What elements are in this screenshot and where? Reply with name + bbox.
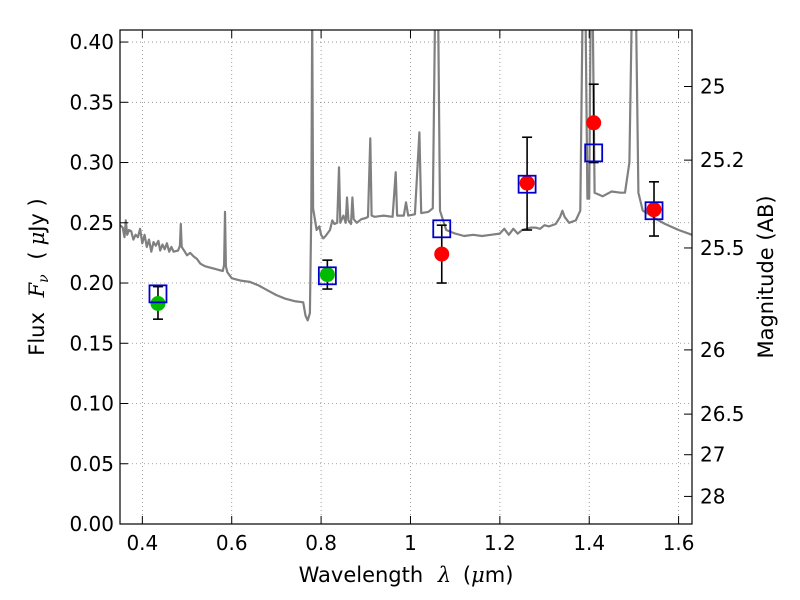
plot-frame: [119, 29, 693, 525]
y-axis-label-subscript: ν: [36, 274, 52, 283]
right-axis-ticks: 25 25.2 25.5 26 26.5 27 28: [684, 75, 745, 508]
model-point: [148, 284, 168, 304]
y-axis-label-text: Flux: [25, 312, 49, 356]
x-tick-label: 0.8: [305, 531, 337, 555]
x-tick-label: 1.6: [663, 531, 695, 555]
y-tick-label: 0.15: [69, 331, 114, 355]
model-spectrum-group: [120, 30, 692, 322]
x-axis-label-unit-rest: m): [485, 563, 514, 587]
y-tick-label: 0.40: [69, 30, 114, 54]
right-tick-label: 27: [700, 443, 725, 467]
y-tick-label: 0.20: [69, 271, 114, 295]
y-axis-label-unit-mu: μ: [25, 232, 49, 246]
x-axis-label: Wavelength λ (μm): [299, 563, 514, 587]
x-tick-label: 0.6: [216, 531, 248, 555]
x-tick-label: 0.4: [126, 531, 158, 555]
y-tick-label: 0.25: [69, 211, 114, 235]
y-axis-label-symbol: F: [25, 281, 49, 298]
observed-points: [150, 115, 662, 312]
observed-point-red: [586, 115, 602, 131]
right-tick-label: 26.5: [700, 402, 745, 426]
y-tick-label: 0.10: [69, 392, 114, 416]
x-axis-label-text: Wavelength: [299, 563, 424, 587]
model-point: [517, 174, 537, 194]
x-axis-label-unit-mu: μ: [471, 563, 485, 587]
x-axis-ticks: 0.4 0.6 0.8 1 1.2 1.4 1.6: [126, 30, 695, 555]
observed-point-red: [646, 202, 662, 218]
plot-background: [120, 30, 692, 524]
observed-point-red: [434, 246, 450, 262]
y-tick-label: 0.30: [69, 151, 114, 175]
model-point: [584, 143, 604, 163]
right-tick-label: 25.5: [700, 236, 745, 260]
x-tick-label: 1.2: [484, 531, 516, 555]
x-tick-label: 1: [404, 531, 417, 555]
model-point: [432, 219, 452, 239]
observed-point-green: [150, 296, 166, 312]
right-tick-label: 28: [700, 484, 725, 508]
y-tick-label: 0.35: [69, 90, 114, 114]
model-spectrum-line: [120, 30, 692, 322]
y-axis-label: Flux Fν ( μJy ): [25, 198, 53, 355]
right-tick-label: 26: [700, 338, 725, 362]
x-tick-label: 1.4: [573, 531, 605, 555]
model-points: [148, 143, 664, 304]
right-tick-label: 25: [700, 75, 725, 99]
y-axis-label-unit-rest: Jy ): [25, 198, 49, 234]
right-tick-label: 25.2: [700, 148, 745, 172]
model-point: [644, 201, 664, 221]
observed-point-red: [519, 175, 535, 191]
observed-point-green: [319, 267, 335, 283]
x-axis-label-unit-open: (: [463, 563, 471, 587]
y-axis-ticks: 0.00 0.05 0.10 0.15 0.20 0.25 0.30 0.35 0.40: [69, 30, 128, 536]
y-tick-label: 0.05: [69, 452, 114, 476]
y-axis-label-unit-open: (: [25, 251, 49, 259]
model-point: [317, 266, 337, 286]
y-tick-label: 0.00: [69, 512, 114, 536]
right-axis-label: Magnitude (AB): [754, 195, 778, 358]
x-axis-label-symbol: λ: [437, 563, 451, 587]
